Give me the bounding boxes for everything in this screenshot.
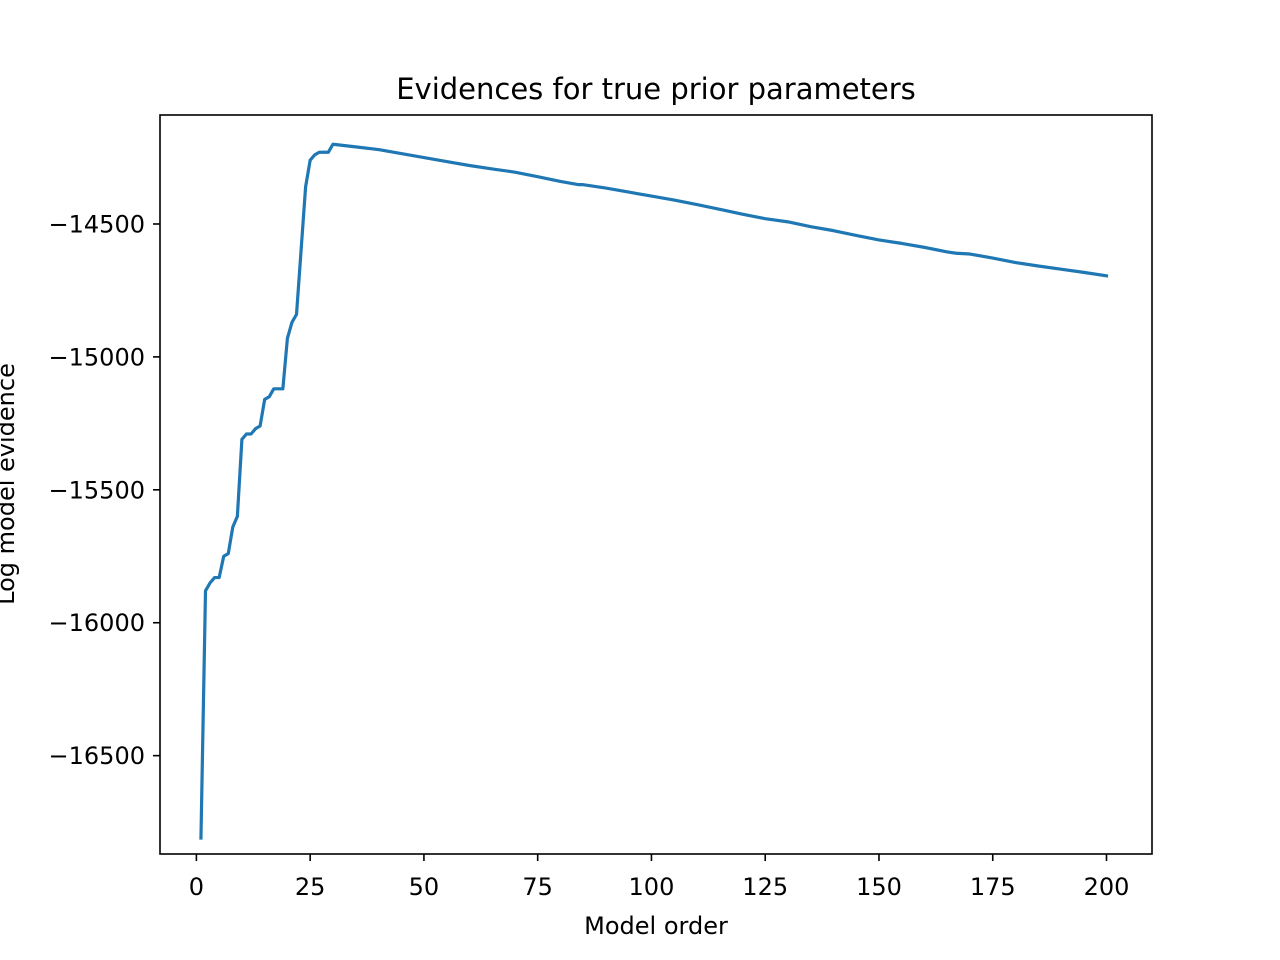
plot-frame [159,114,1153,855]
chart-title: Evidences for true prior parameters [396,72,916,106]
y-tick-label: −16500 [49,742,145,770]
x-tick-label: 150 [856,873,902,901]
series-line-0 [199,142,1109,840]
y-tick-label: −15500 [49,476,145,504]
x-tick-label: 125 [742,873,788,901]
x-tick-label: 175 [970,873,1016,901]
y-axis-label: Log model evidence [0,363,20,605]
x-axis: 0 25 50 75 100 125 150 175 200 [189,854,1130,901]
x-tick-label: 200 [1084,873,1130,901]
x-axis-label: Model order [584,912,728,940]
x-tick-label: 50 [409,873,440,901]
y-tick-label: −16000 [49,609,145,637]
y-tick-label: −15000 [49,343,145,371]
x-tick-label: 100 [629,873,675,901]
y-axis: −14500 −15000 −15500 −16000 −16500 [49,210,160,770]
x-tick-label: 25 [295,873,326,901]
y-tick-label: −14500 [49,210,145,238]
x-tick-label: 75 [522,873,553,901]
x-tick-label: 0 [189,873,204,901]
plot-area [199,142,1109,840]
